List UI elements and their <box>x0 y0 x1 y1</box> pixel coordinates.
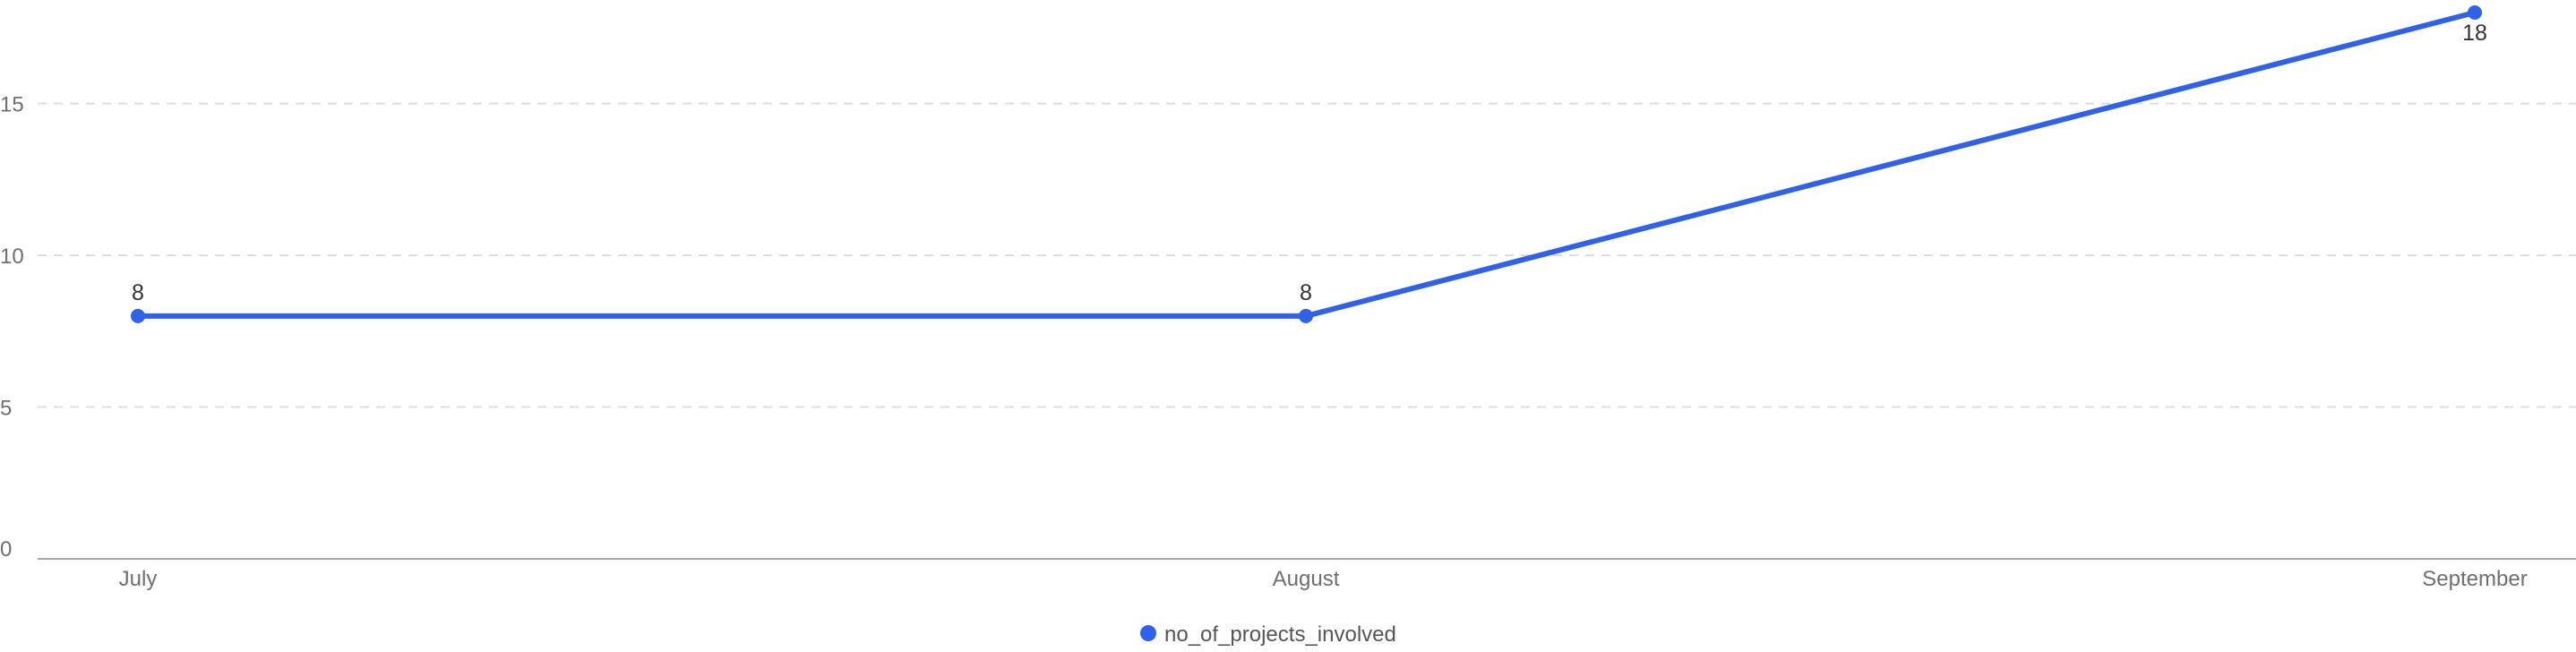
x-tick-label: August <box>1273 567 1340 591</box>
series-line <box>135 10 2477 319</box>
legend-marker <box>1140 625 1156 641</box>
legend-group: no_of_projects_involved <box>1140 622 1396 647</box>
data-label: 8 <box>1300 280 1312 305</box>
y-tick-label: 15 <box>0 93 24 117</box>
series-group <box>131 5 2482 323</box>
label-group: 8 8 18 <box>132 21 2487 305</box>
data-point <box>1299 308 1313 323</box>
grid-group <box>38 102 2576 408</box>
legend-label: no_of_projects_involved <box>1164 622 1396 647</box>
data-label: 8 <box>132 280 144 305</box>
data-label: 18 <box>2462 21 2487 46</box>
data-point <box>2468 5 2482 20</box>
axis-group: 0 5 10 15 July August September <box>0 93 2576 591</box>
y-tick-label: 10 <box>0 244 24 269</box>
y-tick-label: 0 <box>0 537 12 562</box>
y-tick-label: 5 <box>0 397 12 421</box>
x-tick-label: July <box>119 567 158 591</box>
data-point <box>131 308 145 323</box>
x-tick-label: September <box>2422 567 2527 591</box>
